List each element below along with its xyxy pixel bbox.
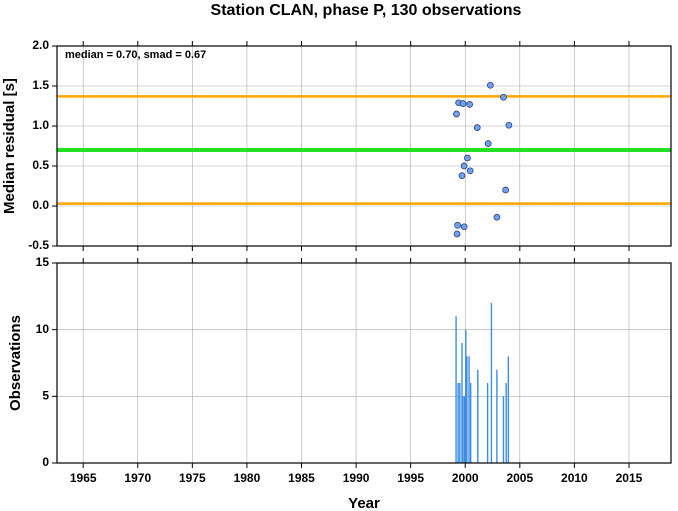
bar — [496, 369, 498, 463]
chart-title: Station CLAN, phase P, 130 observations — [211, 2, 522, 19]
bar — [466, 356, 468, 463]
bar — [505, 383, 507, 463]
bar — [461, 343, 463, 463]
x-tick-label: 2000 — [452, 471, 479, 485]
x-tick-label: 2010 — [561, 471, 588, 485]
x-tick-label: 1995 — [397, 471, 424, 485]
point — [464, 154, 471, 162]
y-tick-label: 0 — [42, 455, 49, 469]
point — [460, 223, 468, 231]
point — [466, 167, 474, 175]
x-tick-label: 1975 — [179, 471, 206, 485]
plot-frame — [56, 45, 672, 247]
point — [453, 110, 460, 118]
point — [454, 221, 461, 229]
x-tick-label: 1985 — [288, 471, 315, 485]
y-axis-label: Observations — [7, 315, 24, 411]
bar — [507, 356, 510, 463]
point — [473, 124, 481, 131]
point — [460, 162, 468, 170]
y-axis-label: Median residual [s] — [1, 78, 18, 214]
x-tick-label: 2015 — [616, 471, 643, 485]
point — [502, 186, 509, 194]
bar — [463, 396, 466, 463]
point — [484, 140, 492, 147]
y-tick-label: 0.0 — [32, 198, 49, 212]
bar — [465, 329, 467, 463]
y-tick-label: -0.5 — [28, 238, 49, 252]
bar — [468, 356, 470, 463]
bar — [477, 369, 479, 463]
point — [459, 100, 467, 107]
bar — [490, 303, 493, 463]
point — [493, 213, 501, 221]
bar — [502, 396, 505, 463]
y-tick-label: 1.0 — [32, 118, 49, 132]
point — [500, 93, 507, 101]
x-tick-label: 1980 — [234, 471, 261, 485]
point — [486, 81, 494, 89]
y-tick-label: 5 — [42, 389, 49, 403]
y-tick-label: 10 — [36, 322, 50, 336]
bar — [486, 383, 489, 463]
bar — [457, 383, 459, 463]
plot-frame — [56, 262, 672, 464]
y-tick-label: 2.0 — [32, 38, 49, 52]
x-tick-label: 1965 — [70, 471, 97, 485]
x-tick-label: 1990 — [343, 471, 370, 485]
annotation: median = 0.70, smad = 0.67 — [65, 49, 206, 61]
x-tick-label: 1970 — [124, 471, 151, 485]
bar — [462, 396, 464, 463]
bar — [455, 316, 457, 463]
y-tick-label: 0.5 — [32, 158, 49, 172]
y-tick-label: 15 — [36, 255, 50, 269]
point — [466, 101, 473, 108]
bar — [469, 383, 472, 463]
x-tick-label: 2005 — [506, 471, 533, 485]
bar — [459, 383, 461, 463]
x-axis-label: Year — [348, 495, 380, 511]
y-tick-label: 1.5 — [32, 78, 49, 92]
point — [458, 172, 466, 179]
point — [505, 121, 513, 129]
point — [453, 230, 461, 238]
